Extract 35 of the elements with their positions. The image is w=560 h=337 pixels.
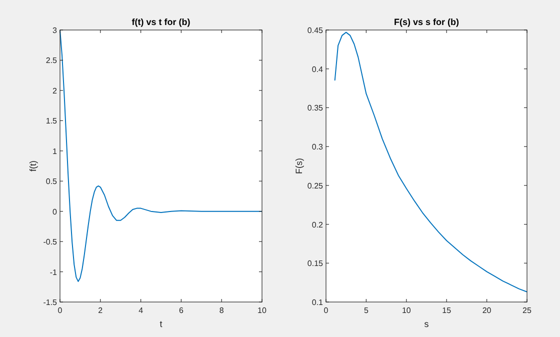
y-tick-label: -0.5 (43, 238, 58, 247)
x-axis-title: t (160, 319, 163, 329)
x-tick-label: 8 (219, 306, 224, 315)
y-tick-label: 0 (52, 207, 58, 216)
y-tick-label: 0.45 (307, 26, 324, 35)
x-tick-label: 5 (364, 306, 369, 315)
y-tick-label: 1 (52, 146, 58, 156)
y-tick-label: 0.5 (46, 177, 58, 186)
y-tick-label: -1.5 (43, 298, 58, 307)
y-tick-label: 1.5 (46, 116, 58, 126)
x-axis-title: s (424, 319, 430, 329)
x-tick-label: 10 (258, 306, 267, 315)
y-axis-title: F(s) (294, 158, 304, 174)
y-tick-label: 0.25 (307, 181, 324, 190)
y-tick-label: 0.4 (312, 64, 324, 74)
y-axis-title: f(t) (28, 160, 38, 172)
y-tick-label: 0.2 (312, 220, 324, 230)
x-tick-label: 15 (442, 306, 452, 315)
x-tick-label: 10 (402, 306, 412, 315)
y-tick-label: 0.3 (312, 142, 324, 152)
y-tick-label: 0.35 (307, 104, 324, 113)
x-tick-label: 4 (138, 306, 144, 315)
chart-title: F(s) vs s for (b) (394, 17, 460, 27)
chart-title: f(t) vs t for (b) (132, 17, 190, 27)
y-tick-label: 0.15 (307, 259, 324, 268)
x-tick-label: 2 (98, 306, 104, 315)
y-tick-label: 0.1 (312, 298, 324, 307)
y-tick-label: 2 (52, 86, 58, 96)
y-tick-label: -1 (50, 268, 58, 277)
y-tick-label: 2.5 (46, 56, 58, 66)
x-tick-label: 6 (178, 306, 184, 315)
line-series (334, 32, 528, 292)
x-tick-label: 25 (522, 306, 532, 315)
y-tick-label: 3 (52, 26, 58, 35)
x-tick-label: 20 (482, 306, 492, 315)
